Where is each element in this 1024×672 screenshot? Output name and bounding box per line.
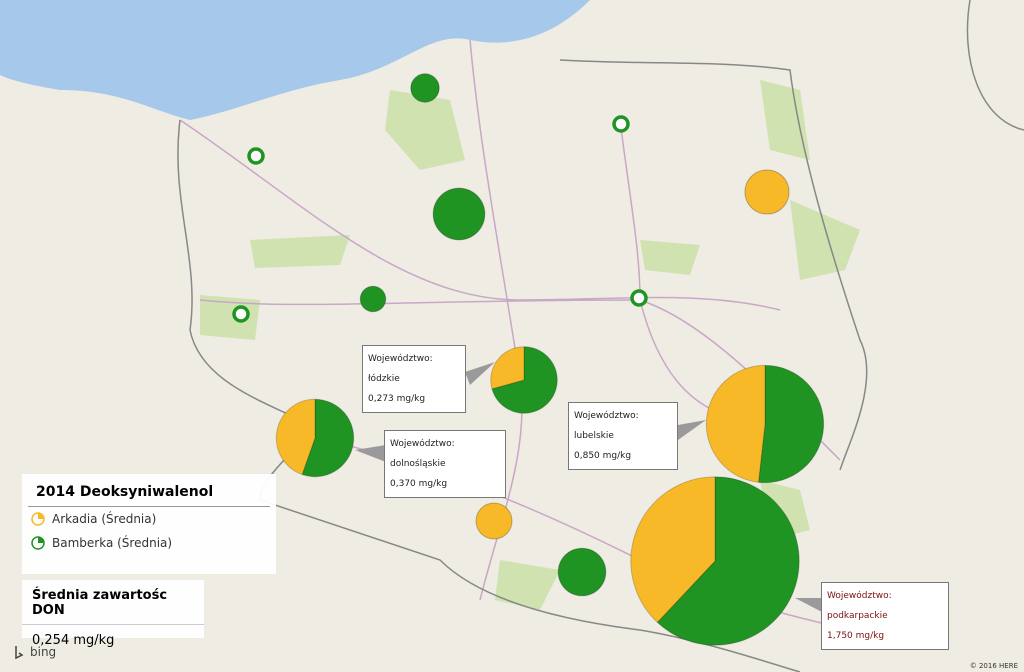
sea bbox=[0, 0, 590, 120]
summary-card: Średnia zawartośc DON 0,254 mg/kg bbox=[22, 580, 204, 648]
pie-layer bbox=[232, 73, 825, 646]
pie-slice bbox=[301, 398, 355, 478]
callout-region: Województwo: łódzkie bbox=[368, 354, 433, 384]
pie-slice bbox=[410, 73, 440, 103]
pie-slice bbox=[744, 169, 790, 215]
callout: Województwo: podkarpackie 1,750 mg/kg bbox=[821, 582, 949, 650]
pie-slice bbox=[432, 187, 486, 241]
brand-icon bbox=[15, 646, 24, 660]
callout-region: Województwo: podkarpackie bbox=[827, 591, 892, 621]
legend: 2014 Deoksyniwalenol Arkadia (Średnia) Ba… bbox=[22, 474, 276, 574]
pie-slice bbox=[359, 285, 387, 313]
pie-slice bbox=[491, 346, 558, 414]
legend-swatch bbox=[31, 536, 45, 550]
callout-pointers bbox=[355, 362, 822, 612]
callout-value: 0,370 mg/kg bbox=[390, 479, 448, 489]
legend-label: Bamberka (Średnia) bbox=[52, 536, 173, 550]
pie-slice bbox=[475, 502, 513, 540]
callout-value: 0,850 mg/kg bbox=[574, 451, 632, 461]
legend-item: Arkadia (Średnia) bbox=[22, 507, 276, 531]
pie-slice bbox=[557, 547, 607, 597]
swatch-wedge bbox=[38, 537, 44, 543]
copyright: © 2016 HERE bbox=[970, 662, 1018, 670]
forests bbox=[200, 80, 860, 610]
legend-items: Arkadia (Średnia) Bamberka (Średnia) bbox=[22, 507, 276, 555]
brand: bing bbox=[30, 645, 56, 659]
summary-title: Średnia zawartośc DON bbox=[22, 580, 204, 625]
legend-title: 2014 Deoksyniwalenol bbox=[28, 474, 270, 507]
swatch-wedge bbox=[38, 513, 44, 519]
callout: Województwo: łódzkie 0,273 mg/kg bbox=[362, 345, 466, 413]
legend-label: Arkadia (Średnia) bbox=[52, 512, 157, 526]
pie-ring bbox=[612, 115, 630, 133]
pie-slice bbox=[630, 476, 716, 624]
pie-slice bbox=[275, 398, 316, 476]
pie-ring bbox=[247, 147, 265, 165]
summary-value: 0,254 mg/kg bbox=[32, 633, 115, 648]
pie-slice bbox=[656, 476, 800, 646]
callout: Województwo: dolnośląskie 0,370 mg/kg bbox=[384, 430, 506, 498]
callout-region: Województwo: lubelskie bbox=[574, 411, 639, 441]
legend-item: Bamberka (Średnia) bbox=[22, 531, 276, 555]
callout-value: 0,273 mg/kg bbox=[368, 394, 426, 404]
pie-ring bbox=[232, 305, 250, 323]
callout-value: 1,750 mg/kg bbox=[827, 631, 885, 641]
pie-slice bbox=[490, 346, 525, 390]
callout-region: Województwo: dolnośląskie bbox=[390, 439, 455, 469]
pie-ring bbox=[630, 289, 648, 307]
legend-swatch bbox=[31, 512, 45, 526]
pie-slice bbox=[757, 364, 825, 484]
pie-slice bbox=[705, 364, 766, 483]
callout: Województwo: lubelskie 0,850 mg/kg bbox=[568, 402, 678, 470]
